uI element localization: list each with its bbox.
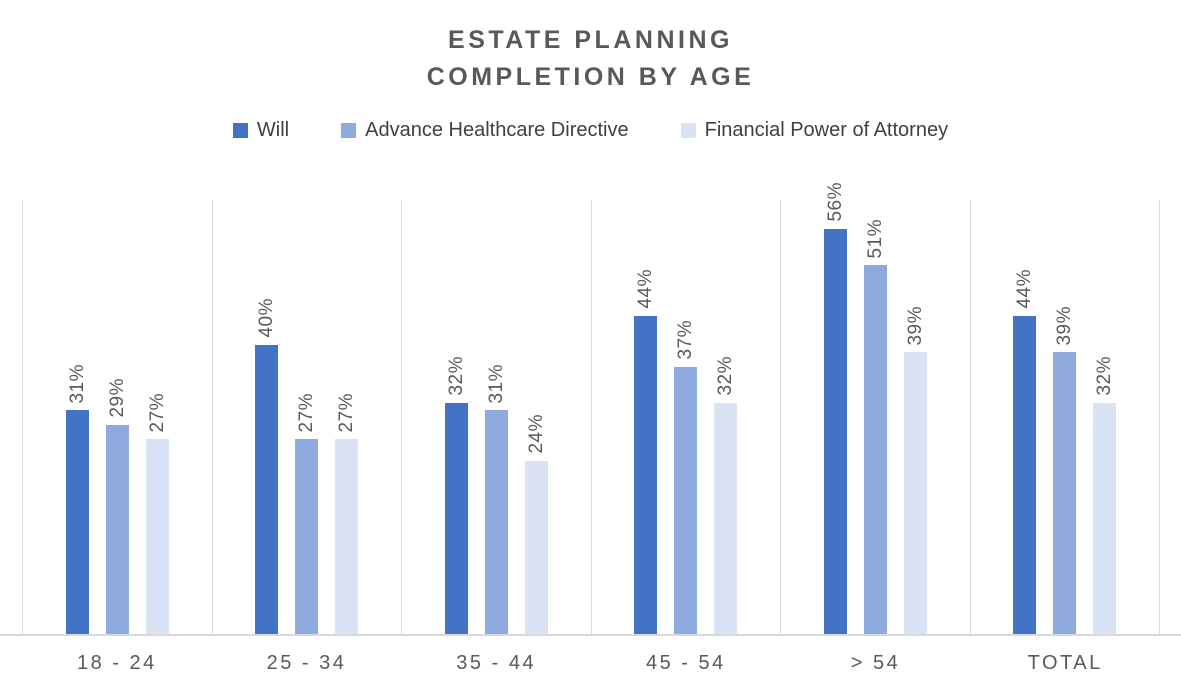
x-axis-label-4: > 54 xyxy=(850,652,901,674)
bar-value-label: 44% xyxy=(635,269,657,309)
bar-value-label: 40% xyxy=(256,298,278,338)
bar-col: 29% xyxy=(105,378,129,635)
bar-col: 32% xyxy=(444,356,468,635)
bar-value-label: 31% xyxy=(485,363,507,404)
legend-item-0: Will xyxy=(232,119,290,142)
bar-col: 32% xyxy=(1093,356,1117,635)
bar-group-4: 56% 51% 39% xyxy=(780,182,970,635)
bar-financial-power-of-attorney xyxy=(335,439,359,635)
bar-col: 37% xyxy=(674,320,698,635)
bar-will xyxy=(65,410,89,635)
bar-col: 44% xyxy=(634,269,658,635)
legend-swatch-icon xyxy=(680,123,696,138)
legend-swatch-icon xyxy=(232,123,248,138)
bar-group-5: 44% 39% 32% xyxy=(969,200,1160,635)
bar-col: 56% xyxy=(823,182,847,635)
x-axis-label-0: 18 - 24 xyxy=(76,652,157,674)
bar-value-label: 27% xyxy=(296,392,318,433)
bar-group-1: 40% 27% 27% xyxy=(211,200,402,635)
bar-advance-healthcare-directive xyxy=(674,366,698,635)
bar-value-label: 29% xyxy=(106,378,128,418)
bar-value-label: 56% xyxy=(824,182,846,222)
bar-financial-power-of-attorney xyxy=(714,403,738,635)
legend-label: Financial Power of Attorney xyxy=(704,119,949,141)
x-axis-line xyxy=(0,634,1181,636)
bar-value-label: 37% xyxy=(675,320,697,360)
bar-col: 39% xyxy=(1053,305,1077,635)
chart-title-line2: COMPLETION BY AGE xyxy=(426,63,755,91)
bar-col: 31% xyxy=(484,363,508,635)
bar-col: 51% xyxy=(863,218,887,635)
bar-group-0: 31% 29% 27% xyxy=(22,200,212,635)
plot-area: 31% 29% 27% 40% 27% 27% 32% 31% 24% 44% 37% 32% 56% 5… xyxy=(22,182,1160,635)
bar-col: 27% xyxy=(145,392,169,635)
bar-col: 39% xyxy=(903,305,927,635)
chart-legend: Will Advance Healthcare Directive Financia… xyxy=(0,119,1181,142)
bar-will xyxy=(1013,316,1037,635)
bar-value-label: 39% xyxy=(1054,305,1076,346)
bar-value-label: 39% xyxy=(904,305,926,346)
bar-advance-healthcare-directive xyxy=(295,439,319,635)
bar-value-label: 32% xyxy=(715,356,737,396)
bar-will xyxy=(255,345,279,635)
x-axis-labels: 18 - 24 25 - 34 35 - 44 45 - 54 > 54 TOTAL xyxy=(22,652,1160,675)
bar-advance-healthcare-directive xyxy=(105,424,129,635)
bar-value-label: 27% xyxy=(336,392,358,433)
bar-value-label: 31% xyxy=(66,363,88,404)
x-axis-label-1: 25 - 34 xyxy=(266,652,347,674)
legend-item-1: Advance Healthcare Directive xyxy=(341,119,629,142)
x-axis-label-3: 45 - 54 xyxy=(645,652,726,674)
bar-financial-power-of-attorney xyxy=(145,439,169,635)
bar-advance-healthcare-directive xyxy=(484,410,508,635)
bar-value-label: 32% xyxy=(445,356,467,396)
legend-label: Will xyxy=(256,119,290,141)
x-axis-label-5: TOTAL xyxy=(1027,652,1103,674)
bar-will xyxy=(444,403,468,635)
bar-will xyxy=(823,229,847,635)
legend-swatch-icon xyxy=(341,123,357,138)
bar-will xyxy=(634,316,658,635)
legend-label: Advance Healthcare Directive xyxy=(365,119,629,141)
bar-group-3: 44% 37% 32% xyxy=(590,200,781,635)
bar-col: 32% xyxy=(714,356,738,635)
bar-value-label: 32% xyxy=(1094,356,1116,396)
bar-financial-power-of-attorney xyxy=(1093,403,1117,635)
bar-financial-power-of-attorney xyxy=(524,461,548,635)
chart-title-line1: ESTATE PLANNING xyxy=(448,26,733,54)
x-axis-label-2: 35 - 44 xyxy=(456,652,537,674)
bar-col: 44% xyxy=(1013,269,1037,635)
bar-advance-healthcare-directive xyxy=(863,265,887,635)
bar-value-label: 44% xyxy=(1014,269,1036,309)
bar-group-2: 32% 31% 24% xyxy=(401,200,591,635)
bar-financial-power-of-attorney xyxy=(903,352,927,635)
bar-col: 31% xyxy=(65,363,89,635)
bar-col: 40% xyxy=(255,298,279,635)
bar-col: 24% xyxy=(524,414,548,635)
bar-advance-healthcare-directive xyxy=(1053,352,1077,635)
bar-value-label: 51% xyxy=(864,218,886,259)
legend-item-2: Financial Power of Attorney xyxy=(680,119,949,142)
bar-value-label: 24% xyxy=(525,414,547,454)
bar-col: 27% xyxy=(335,392,359,635)
bar-value-label: 27% xyxy=(146,392,168,433)
bar-col: 27% xyxy=(295,392,319,635)
chart-title: ESTATE PLANNING COMPLETION BY AGE xyxy=(0,22,1181,96)
